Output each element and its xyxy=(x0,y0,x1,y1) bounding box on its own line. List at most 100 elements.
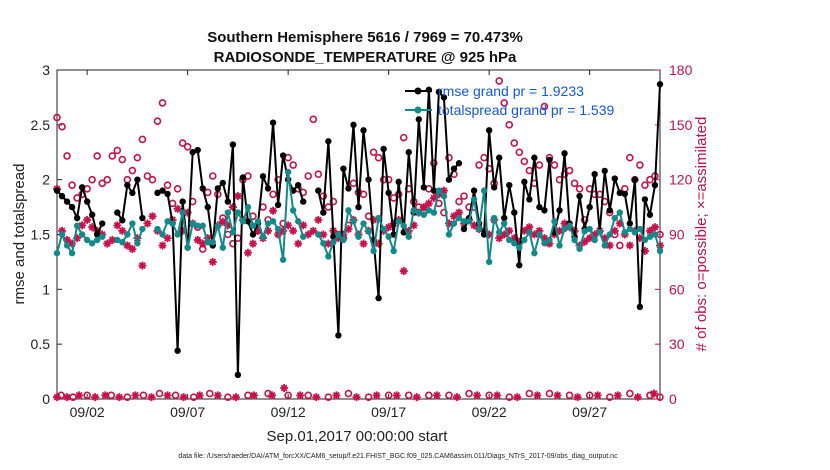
totalspread-point xyxy=(581,228,588,235)
obs-assimilated-point xyxy=(113,221,122,230)
rmse-point xyxy=(546,156,553,164)
totalspread-point xyxy=(425,207,433,214)
obs-possible-point xyxy=(93,152,101,160)
rmse-point xyxy=(360,127,367,134)
totalspread-point xyxy=(631,229,639,236)
obs-assimilated-point xyxy=(218,217,227,226)
rmse-point xyxy=(365,176,372,183)
obs-assimilated-point xyxy=(515,237,524,246)
y-tick-label: 1 xyxy=(42,281,50,297)
bottom-assimilated-point xyxy=(573,393,582,402)
obs-assimilated-point xyxy=(384,223,393,232)
obs-assimilated-point xyxy=(439,186,448,195)
rmse-point xyxy=(591,170,598,178)
obs-possible-point xyxy=(615,241,624,250)
rmse-point xyxy=(53,187,61,194)
totalspread-point xyxy=(139,225,146,233)
bottom-possible-point xyxy=(324,393,333,401)
bottom-possible-point xyxy=(304,391,313,400)
rmse-point xyxy=(375,294,382,302)
totalspread-point xyxy=(189,220,196,227)
obs-possible-point xyxy=(515,148,524,157)
totalspread-point xyxy=(470,196,478,203)
y-tick-label: 2.5 xyxy=(31,117,51,133)
rmse-point xyxy=(405,149,412,156)
rmse-point xyxy=(516,262,523,269)
totalspread-point xyxy=(124,231,131,238)
obs-assimilated-point xyxy=(429,193,438,202)
obs-assimilated-point xyxy=(123,241,132,250)
obs-assimilated-point xyxy=(374,239,383,248)
rmse-point xyxy=(385,189,392,197)
obs-possible-point xyxy=(203,188,212,197)
totalspread-point xyxy=(480,187,488,194)
totalspread-point xyxy=(214,222,221,229)
obs-possible-point xyxy=(369,148,378,157)
obs-assimilated-point xyxy=(600,234,609,243)
totalspread-point xyxy=(636,225,644,233)
bottom-assimilated-point xyxy=(147,393,156,402)
bottom-assimilated-point xyxy=(53,393,61,402)
rmse-point xyxy=(199,185,206,192)
y2-tick-label: 90 xyxy=(669,227,685,243)
rmse-point xyxy=(340,165,347,172)
totalspread-point xyxy=(561,225,568,233)
obs-possible-point xyxy=(399,133,408,142)
totalspread-point xyxy=(254,218,262,225)
bottom-assimilated-point xyxy=(473,391,482,400)
bottom-possible-point xyxy=(485,391,493,400)
totalspread-point xyxy=(501,220,508,227)
rmse-point xyxy=(315,187,322,194)
bottom-possible-point xyxy=(171,391,180,400)
y2-tick-label: 180 xyxy=(669,62,693,78)
totalspread-point xyxy=(571,236,578,244)
rmse-point xyxy=(355,203,362,211)
obs-possible-point xyxy=(128,166,137,175)
bottom-assimilated-point xyxy=(195,391,204,400)
bottom-assimilated-point xyxy=(249,391,258,400)
obs-assimilated-point xyxy=(505,226,514,235)
totalspread-point xyxy=(174,231,181,238)
x-axis-label: Sep.01,2017 00:00:00 start xyxy=(267,428,449,445)
obs-possible-point xyxy=(445,153,453,162)
rmse-point xyxy=(119,217,126,224)
rmse-point xyxy=(83,198,91,205)
rmse-point xyxy=(440,94,448,101)
bottom-possible-point xyxy=(384,391,393,400)
rmse-point xyxy=(134,176,141,183)
totalspread-point xyxy=(541,240,548,247)
totalspread-point xyxy=(340,236,347,244)
bottom-assimilated-point xyxy=(268,391,277,400)
totalspread-point xyxy=(325,253,332,260)
totalspread-point xyxy=(129,220,136,227)
bottom-assimilated-point xyxy=(296,391,305,400)
obs-possible-point xyxy=(455,197,463,206)
obs-assimilated-point xyxy=(63,235,72,244)
obs-assimilated-point xyxy=(163,234,172,243)
totalspread-point xyxy=(551,218,558,225)
bottom-assimilated-point xyxy=(392,391,401,400)
rmse-point xyxy=(641,196,649,203)
y2-axis-label: # of obs: o=possible; ×=assimilated xyxy=(693,117,710,352)
obs-possible-point xyxy=(289,161,297,169)
obs-possible-point xyxy=(430,159,438,168)
obs-assimilated-point xyxy=(294,239,303,248)
chart-title-line2: RADIOSONDE_TEMPERATURE @ 925 hPa xyxy=(214,49,517,66)
obs-assimilated-point xyxy=(409,221,418,230)
obs-assimilated-point xyxy=(183,208,192,217)
obs-assimilated-point xyxy=(535,226,544,235)
obs-possible-point xyxy=(535,161,544,169)
bottom-possible-point xyxy=(545,389,554,398)
totalspread-point xyxy=(420,211,428,218)
totalspread-point xyxy=(586,225,593,233)
rmse-point xyxy=(224,198,232,205)
bottom-possible-point xyxy=(605,393,614,401)
totalspread-point xyxy=(576,245,583,252)
totalspread-point xyxy=(73,222,81,229)
bottom-assimilated-point xyxy=(633,393,642,402)
rmse-point xyxy=(204,203,211,211)
rmse-point xyxy=(586,203,593,211)
totalspread-point xyxy=(335,231,342,238)
rmse-point xyxy=(350,121,357,129)
obs-assimilated-point xyxy=(178,226,187,235)
